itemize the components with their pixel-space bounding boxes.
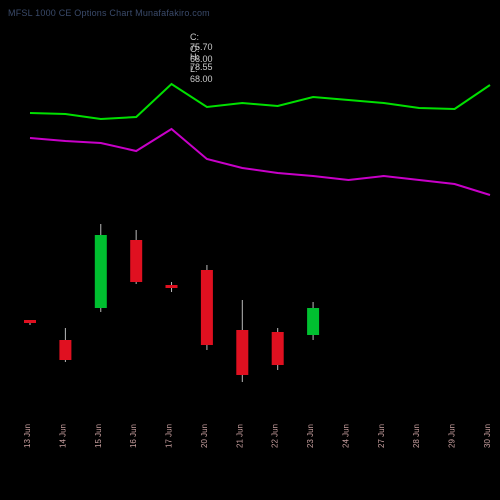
x-axis-label: 24 Jun — [341, 424, 350, 448]
candle-body — [272, 332, 284, 365]
x-axis-label: 27 Jun — [377, 424, 386, 448]
candle-body — [166, 285, 178, 288]
candle-body — [130, 240, 142, 282]
x-axis-label: 23 Jun — [306, 424, 315, 448]
candle-body — [201, 270, 213, 345]
x-axis-label: 28 Jun — [412, 424, 421, 448]
options-chart: MFSL 1000 CE Options Chart Munafafakiro.… — [0, 0, 500, 500]
candle-body — [95, 235, 107, 308]
x-axis-label: 16 Jun — [129, 424, 138, 448]
x-axis-label: 17 Jun — [165, 424, 174, 448]
candle-body — [307, 308, 319, 335]
x-axis-label: 21 Jun — [235, 424, 244, 448]
x-axis-label: 14 Jun — [58, 424, 67, 448]
plot-svg: 13 Jun 14 Jun 15 Jun 16 Jun 17 Jun 20 Jun 21 J… — [0, 0, 500, 500]
candle-body — [24, 320, 36, 323]
x-axis-label: 29 Jun — [448, 424, 457, 448]
x-axis-label: 30 Jun — [483, 424, 492, 448]
x-axis-label: 20 Jun — [200, 424, 209, 448]
x-axis-label: 13 Jun — [23, 424, 32, 448]
x-axis-label: 22 Jun — [271, 424, 280, 448]
candle-body — [59, 340, 71, 360]
x-axis-label: 15 Jun — [94, 424, 103, 448]
candle-body — [236, 330, 248, 375]
line-lower — [30, 129, 490, 195]
line-upper — [30, 84, 490, 119]
